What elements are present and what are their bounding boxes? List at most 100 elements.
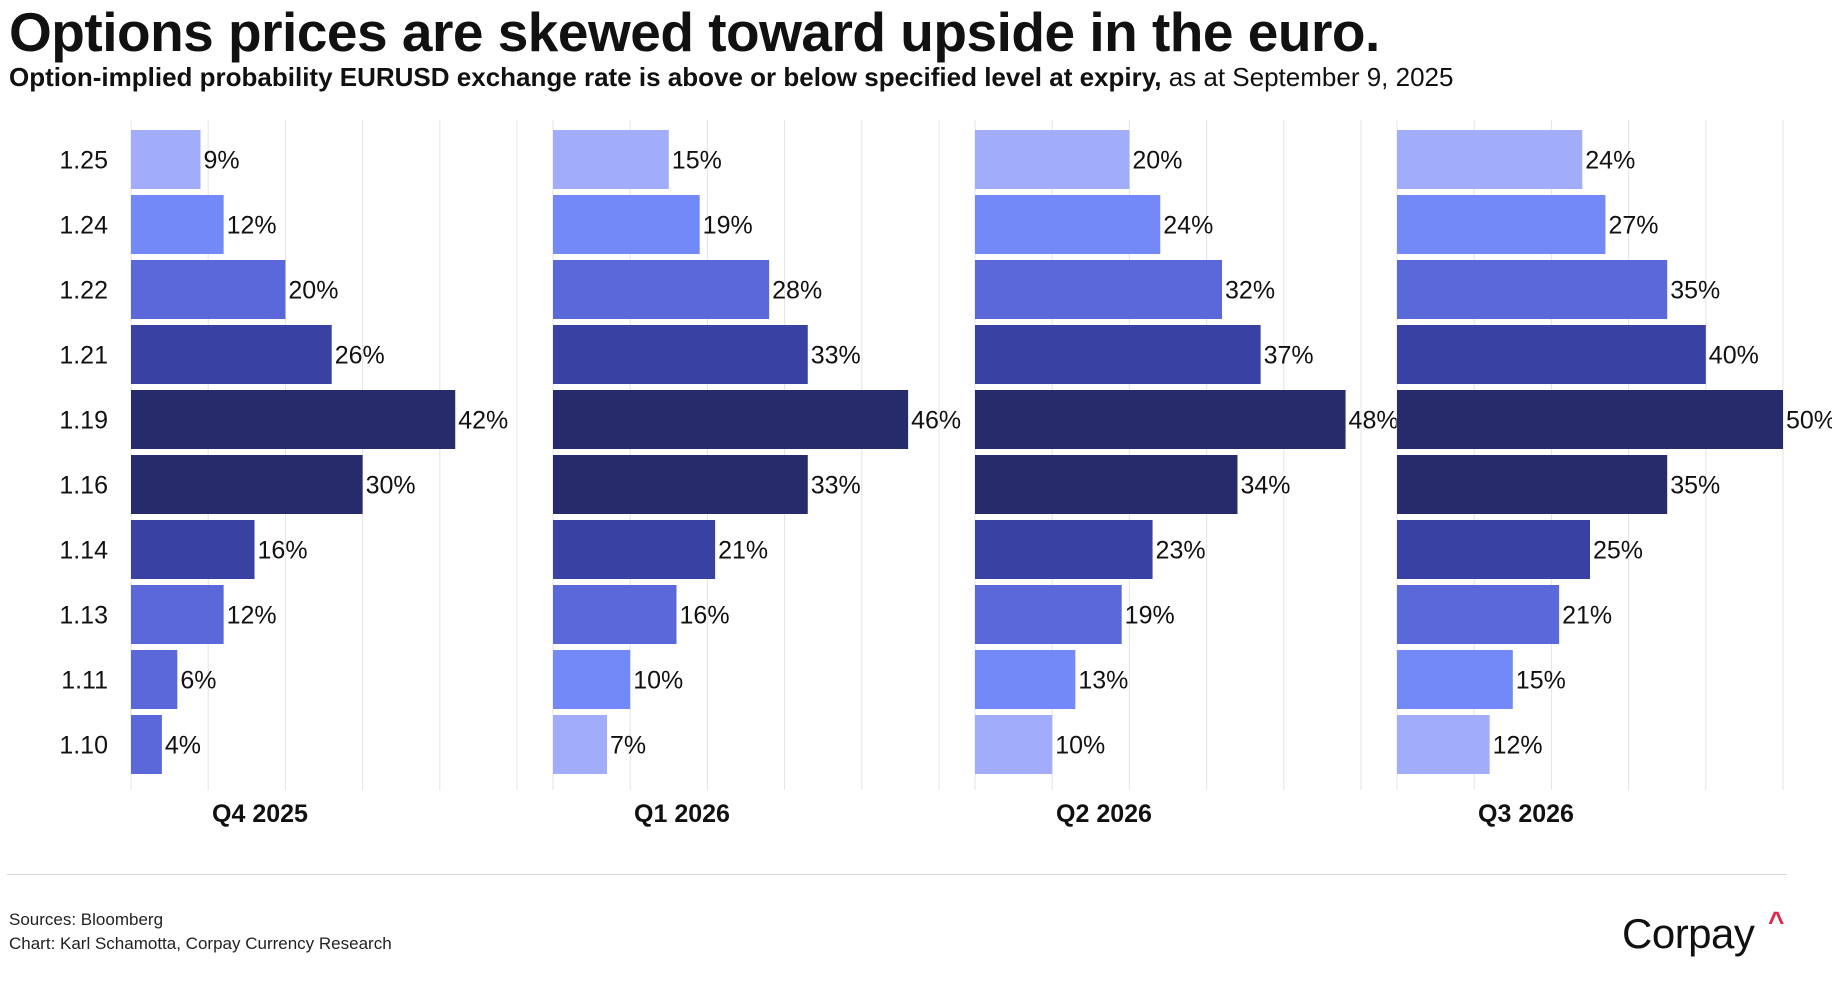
data-label: 48%: [1349, 407, 1399, 435]
bar: [1397, 715, 1490, 774]
data-label: 35%: [1670, 277, 1720, 305]
data-label: 4%: [165, 732, 201, 760]
bar: [975, 585, 1122, 644]
bar: [131, 195, 224, 254]
data-label: 13%: [1078, 667, 1128, 695]
bar: [975, 390, 1346, 449]
corpay-logo: Corpay: [1622, 910, 1755, 957]
y-tick-label: 1.13: [59, 602, 108, 630]
data-label: 27%: [1608, 212, 1658, 240]
y-tick-label: 1.11: [61, 667, 108, 695]
y-tick-label: 1.22: [59, 277, 108, 305]
footer-divider: [7, 874, 1787, 875]
data-label: 15%: [1516, 667, 1566, 695]
bar: [1397, 455, 1668, 514]
data-label: 46%: [911, 407, 961, 435]
sources-note: Sources: Bloomberg: [9, 910, 164, 929]
subtitle-main: Option-implied probability EURUSD exchan…: [9, 62, 1162, 92]
chart-subtitle: Option-implied probability EURUSD exchan…: [9, 62, 1453, 93]
data-label: 32%: [1225, 277, 1275, 305]
data-label: 30%: [366, 472, 416, 500]
bar: [553, 325, 808, 384]
chart-credit: Chart: Karl Schamotta, Corpay Currency R…: [9, 934, 392, 953]
data-label: 24%: [1585, 147, 1635, 175]
bar: [553, 520, 716, 579]
bar: [553, 650, 631, 709]
data-label: 16%: [258, 537, 308, 565]
y-tick-label: 1.21: [59, 342, 108, 370]
bar: [553, 390, 909, 449]
panel-label: Q4 2025: [212, 800, 308, 828]
y-tick-label: 1.10: [59, 732, 108, 760]
y-tick-label: 1.16: [59, 472, 108, 500]
data-label: 33%: [811, 472, 861, 500]
y-tick-label: 1.14: [59, 537, 108, 565]
y-tick-label: 1.25: [59, 147, 108, 175]
bar: [1397, 650, 1513, 709]
data-label: 16%: [680, 602, 730, 630]
data-label: 37%: [1264, 342, 1314, 370]
bar: [975, 130, 1130, 189]
data-label: 19%: [703, 212, 753, 240]
data-label: 23%: [1156, 537, 1206, 565]
data-label: 24%: [1163, 212, 1213, 240]
bar: [1397, 390, 1783, 449]
probability-bar-chart: 1.25 1.24 1.22 1.21 1.19 1.16 1.14 1.13 1.11 1.10…: [59, 120, 1832, 828]
data-label: 7%: [610, 732, 646, 760]
subtitle-date: as at September 9, 2025: [1161, 62, 1454, 92]
data-label: 12%: [227, 212, 277, 240]
bar: [131, 325, 332, 384]
panel-label: Q3 2026: [1478, 800, 1574, 828]
data-label: 26%: [335, 342, 385, 370]
data-label: 15%: [672, 147, 722, 175]
data-label: 50%: [1786, 407, 1832, 435]
bar: [131, 390, 456, 449]
bar: [131, 130, 201, 189]
logo-caret-icon: ^: [1768, 906, 1785, 937]
data-label: 12%: [227, 602, 277, 630]
bar: [975, 260, 1223, 319]
bar: [131, 650, 178, 709]
bar: [975, 650, 1076, 709]
chart-title: Options prices are skewed toward upside …: [9, 1, 1380, 63]
data-label: 25%: [1593, 537, 1643, 565]
data-label: 33%: [811, 342, 861, 370]
data-label: 21%: [718, 537, 768, 565]
bar: [553, 130, 669, 189]
y-tick-label: 1.24: [59, 212, 108, 240]
data-label: 20%: [288, 277, 338, 305]
bar: [975, 325, 1261, 384]
data-label: 9%: [203, 147, 239, 175]
bar: [553, 585, 677, 644]
data-label: 34%: [1240, 472, 1290, 500]
bar: [1397, 195, 1606, 254]
bar: [131, 520, 255, 579]
bar: [975, 520, 1153, 579]
data-label: 42%: [458, 407, 508, 435]
data-label: 35%: [1670, 472, 1720, 500]
bar: [131, 455, 363, 514]
panel-label: Q2 2026: [1056, 800, 1152, 828]
bar: [1397, 260, 1668, 319]
bar: [1397, 585, 1560, 644]
bar: [553, 715, 608, 774]
bar: [1397, 520, 1590, 579]
data-label: 19%: [1125, 602, 1175, 630]
data-label: 10%: [1055, 732, 1105, 760]
panel-label: Q1 2026: [634, 800, 730, 828]
bar: [1397, 325, 1706, 384]
data-label: 20%: [1132, 147, 1182, 175]
data-label: 6%: [180, 667, 216, 695]
data-label: 40%: [1709, 342, 1759, 370]
bar: [975, 455, 1238, 514]
y-tick-label: 1.19: [59, 407, 108, 435]
data-label: 28%: [772, 277, 822, 305]
bar: [131, 585, 224, 644]
bar: [553, 455, 808, 514]
bar: [553, 195, 700, 254]
bar: [131, 715, 162, 774]
bar: [1397, 130, 1583, 189]
bar: [975, 195, 1161, 254]
data-label: 12%: [1493, 732, 1543, 760]
data-label: 21%: [1562, 602, 1612, 630]
